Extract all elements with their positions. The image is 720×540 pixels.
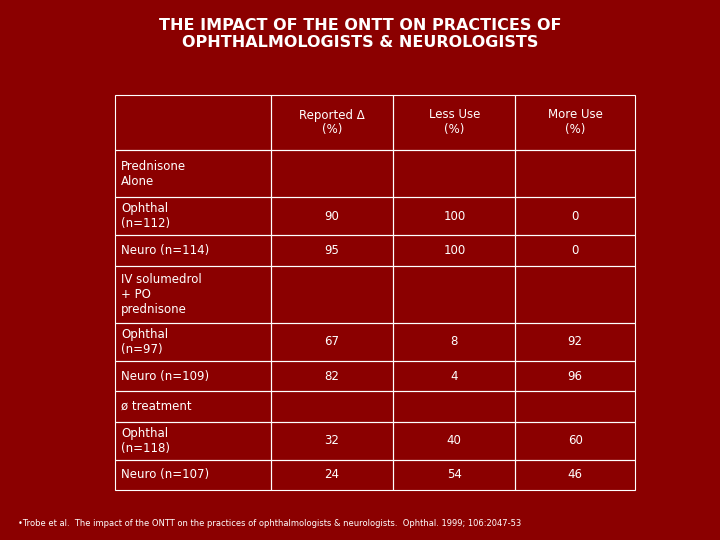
Bar (516, 198, 635, 235)
Bar (271, 235, 393, 266)
Text: Ophthal
(n=97): Ophthal (n=97) (121, 328, 168, 356)
Bar (516, 95, 635, 150)
Bar (516, 391, 635, 422)
Bar (516, 460, 635, 490)
Bar (271, 361, 393, 391)
Text: Less Use
(%): Less Use (%) (428, 109, 480, 137)
Bar (393, 422, 516, 460)
Bar (271, 323, 393, 361)
Bar (516, 235, 635, 266)
Bar (393, 266, 516, 323)
Bar (393, 150, 516, 198)
Text: 96: 96 (567, 369, 582, 382)
Text: 0: 0 (572, 210, 579, 223)
Text: 60: 60 (568, 434, 582, 447)
Bar (393, 95, 516, 150)
Text: Neuro (n=114): Neuro (n=114) (121, 244, 210, 257)
Text: Ophthal
(n=112): Ophthal (n=112) (121, 202, 170, 231)
Bar (115, 460, 271, 490)
Bar (516, 422, 635, 460)
Bar (115, 95, 271, 150)
Text: 32: 32 (325, 434, 340, 447)
Bar (271, 95, 393, 150)
Bar (271, 266, 393, 323)
Bar (516, 266, 635, 323)
Bar (271, 150, 393, 198)
Text: 0: 0 (572, 244, 579, 257)
Text: 100: 100 (444, 210, 465, 223)
Bar (393, 361, 516, 391)
Text: Prednisone
Alone: Prednisone Alone (121, 160, 186, 188)
Bar (115, 266, 271, 323)
Bar (115, 391, 271, 422)
Text: •Trobe et al.  The impact of the ONTT on the practices of ophthalmologists & neu: •Trobe et al. The impact of the ONTT on … (18, 519, 521, 528)
Text: Neuro (n=109): Neuro (n=109) (121, 369, 209, 382)
Text: 92: 92 (567, 335, 582, 348)
Text: Reported Δ
(%): Reported Δ (%) (300, 109, 365, 137)
Text: 100: 100 (444, 244, 465, 257)
Text: 46: 46 (567, 468, 582, 481)
Bar (115, 361, 271, 391)
Text: 54: 54 (447, 468, 462, 481)
Bar (115, 235, 271, 266)
Bar (393, 198, 516, 235)
Bar (115, 323, 271, 361)
Text: 4: 4 (451, 369, 458, 382)
Bar (393, 391, 516, 422)
Text: 82: 82 (325, 369, 340, 382)
Text: More Use
(%): More Use (%) (548, 109, 603, 137)
Bar (271, 198, 393, 235)
Text: Ophthal
(n=118): Ophthal (n=118) (121, 427, 170, 455)
Bar (271, 460, 393, 490)
Text: 90: 90 (325, 210, 340, 223)
Bar (393, 235, 516, 266)
Bar (115, 150, 271, 198)
Bar (115, 422, 271, 460)
Bar (516, 150, 635, 198)
Bar (516, 323, 635, 361)
Bar (516, 361, 635, 391)
Bar (393, 323, 516, 361)
Text: 24: 24 (325, 468, 340, 481)
Text: 8: 8 (451, 335, 458, 348)
Text: IV solumedrol
+ PO
prednisone: IV solumedrol + PO prednisone (121, 273, 202, 316)
Bar (393, 460, 516, 490)
Bar (271, 391, 393, 422)
Text: ø treatment: ø treatment (121, 400, 192, 413)
Bar (271, 422, 393, 460)
Text: Neuro (n=107): Neuro (n=107) (121, 468, 209, 481)
Text: THE IMPACT OF THE ONTT ON PRACTICES OF
OPHTHALMOLOGISTS & NEUROLOGISTS: THE IMPACT OF THE ONTT ON PRACTICES OF O… (158, 18, 562, 50)
Bar (115, 198, 271, 235)
Text: 95: 95 (325, 244, 340, 257)
Text: 67: 67 (325, 335, 340, 348)
Text: 40: 40 (447, 434, 462, 447)
